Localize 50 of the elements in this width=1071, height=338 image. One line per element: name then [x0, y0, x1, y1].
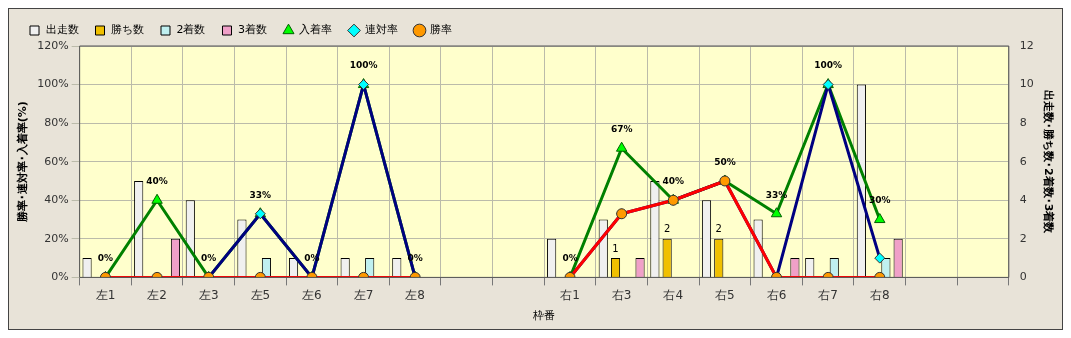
data-label: 100% [349, 60, 378, 71]
x-tick-label: 右8 [869, 287, 890, 302]
x-tick-label: 左6 [302, 287, 322, 302]
data-label: 40% [146, 176, 168, 187]
x-tick-label: 左1 [95, 287, 116, 302]
legend-label: 出走数 [45, 23, 79, 37]
data-label: 2 [663, 223, 671, 235]
y-tick-label: 60% [44, 154, 69, 168]
data-label: 100% [814, 60, 843, 71]
data-label: 50% [714, 156, 736, 167]
legend-label: 連対率 [365, 23, 398, 37]
x-tick-label: 左7 [353, 287, 374, 302]
legend-label: 入着率 [299, 23, 333, 37]
x-axis-title: 枠番 [532, 309, 556, 323]
data-label: 0% [97, 253, 114, 264]
x-tick-label: 左3 [198, 287, 219, 302]
data-label: 2 [715, 223, 722, 235]
y2-tick-label: 4 [1019, 193, 1027, 207]
y2-axis-title: 出走数･勝ち数･2着数･3着数 [1041, 90, 1055, 235]
y-tick-label: 100% [37, 77, 69, 91]
y2-tick-label: 10 [1019, 77, 1034, 91]
x-tick-label: 左2 [147, 287, 167, 302]
x-tick-label: 右7 [818, 287, 838, 302]
data-label: 40% [662, 176, 685, 187]
y-tick-label: 80% [44, 115, 69, 129]
data-label: 33% [249, 189, 272, 200]
legend-label: 勝率 [430, 23, 453, 37]
y2-tick-label: 8 [1019, 115, 1027, 129]
data-label: 1 [612, 242, 619, 254]
y2-tick-label: 12 [1019, 38, 1034, 52]
data-label: 67% [610, 124, 633, 135]
legend-label: 勝ち数 [111, 23, 144, 37]
x-tick-label: 右1 [560, 287, 580, 302]
x-tick-label: 右6 [766, 287, 787, 302]
y-tick-label: 20% [44, 231, 69, 245]
x-tick-label: 左5 [250, 287, 271, 302]
x-tick-label: 左8 [405, 287, 425, 302]
y2-tick-label: 0 [1019, 270, 1027, 284]
legend-label: 3着数 [238, 23, 267, 37]
y-tick-label: 120% [37, 38, 69, 52]
x-tick-label: 右3 [611, 287, 632, 302]
data-label: 0% [201, 253, 217, 264]
x-tick-label: 右5 [715, 287, 735, 302]
y-tick-label: 40% [44, 193, 69, 207]
y2-tick-label: 2 [1019, 231, 1027, 245]
y2-tick-label: 6 [1019, 154, 1027, 168]
legend-label: 2着数 [176, 23, 206, 37]
y-tick-label: 0% [51, 270, 69, 284]
y-axis-title: 勝率･連対率･入着率(%) [16, 101, 30, 224]
x-tick-label: 右4 [663, 287, 684, 302]
